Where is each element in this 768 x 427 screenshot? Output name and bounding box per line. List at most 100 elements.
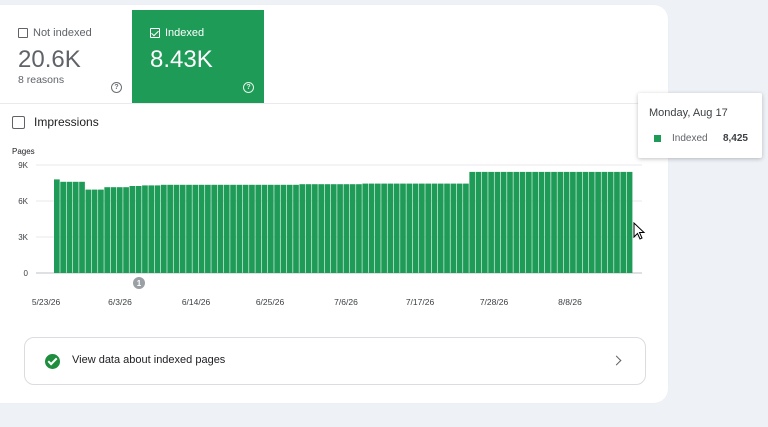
bar bbox=[450, 183, 457, 273]
indexed-pages-chart[interactable]: 0 3K 6K 9K 5/23/26 6/3/26 6/14/26 6/25/26 7/6/26… bbox=[0, 155, 668, 315]
bar bbox=[160, 184, 167, 273]
not-indexed-label: Not indexed bbox=[33, 27, 92, 39]
annotation-marker[interactable] bbox=[133, 277, 145, 289]
bar bbox=[362, 183, 369, 273]
bar bbox=[419, 183, 425, 273]
bar bbox=[318, 184, 325, 273]
bar bbox=[223, 184, 230, 273]
bar bbox=[563, 171, 570, 273]
annotation-label: 1 bbox=[137, 279, 142, 288]
bar bbox=[500, 171, 507, 273]
indexed-tile[interactable]: Indexed 8.43K ? bbox=[132, 10, 264, 103]
bar bbox=[217, 184, 224, 273]
bar bbox=[66, 181, 73, 273]
y-tick-label: 3K bbox=[18, 233, 28, 242]
bar bbox=[431, 183, 438, 273]
bar bbox=[211, 184, 218, 273]
bar bbox=[582, 171, 589, 273]
bar bbox=[236, 184, 243, 273]
bar bbox=[557, 171, 564, 273]
tooltip-series-name: Indexed bbox=[672, 133, 708, 144]
bar bbox=[456, 183, 463, 273]
bar bbox=[91, 189, 98, 273]
bar bbox=[280, 184, 287, 273]
bar bbox=[393, 183, 400, 273]
bar bbox=[110, 187, 117, 273]
x-tick-label: 7/17/26 bbox=[406, 297, 435, 307]
bar bbox=[576, 171, 583, 273]
bar bbox=[305, 184, 312, 273]
bar bbox=[337, 184, 343, 273]
bar bbox=[205, 184, 211, 273]
y-tick-label: 9K bbox=[18, 161, 28, 170]
bar bbox=[513, 171, 520, 273]
x-tick-label: 6/25/26 bbox=[256, 297, 285, 307]
divider bbox=[0, 103, 668, 104]
bar bbox=[123, 187, 129, 273]
view-indexed-data-button[interactable]: View data about indexed pages bbox=[24, 337, 646, 385]
checkbox-icon[interactable] bbox=[18, 28, 28, 38]
bar bbox=[532, 171, 538, 273]
bar bbox=[154, 185, 161, 273]
bar bbox=[349, 184, 356, 273]
bar bbox=[299, 184, 306, 273]
x-tick-label: 7/6/26 bbox=[334, 297, 358, 307]
bar bbox=[198, 184, 205, 273]
bar bbox=[255, 184, 262, 273]
bar bbox=[526, 171, 532, 273]
checkbox-checked-icon[interactable] bbox=[150, 28, 160, 38]
impressions-toggle[interactable]: Impressions bbox=[12, 115, 99, 129]
impressions-label: Impressions bbox=[34, 115, 99, 129]
bar bbox=[54, 179, 60, 273]
bar bbox=[343, 184, 350, 273]
bar bbox=[324, 184, 331, 273]
bar bbox=[425, 183, 432, 273]
bar bbox=[588, 171, 595, 273]
bar bbox=[374, 183, 381, 273]
bar bbox=[400, 183, 406, 273]
help-icon[interactable]: ? bbox=[243, 82, 254, 93]
bar bbox=[148, 185, 155, 273]
bar bbox=[249, 184, 255, 273]
bar bbox=[330, 184, 337, 273]
bar bbox=[261, 184, 268, 273]
chevron-right-icon bbox=[611, 355, 622, 366]
bar bbox=[368, 183, 375, 273]
bar bbox=[469, 171, 476, 273]
tooltip-value: 8,425 bbox=[722, 133, 748, 144]
bar bbox=[230, 184, 236, 273]
bar bbox=[481, 171, 488, 273]
bar bbox=[192, 184, 199, 273]
bar bbox=[242, 184, 249, 273]
bar bbox=[186, 184, 192, 273]
bar bbox=[551, 171, 557, 273]
not-indexed-tile[interactable]: Not indexed 20.6K 8 reasons ? bbox=[8, 10, 130, 103]
x-tick-label: 8/8/26 bbox=[558, 297, 582, 307]
y-tick-label: 6K bbox=[18, 197, 28, 206]
bar bbox=[387, 183, 394, 273]
bar bbox=[406, 183, 413, 273]
x-tick-label: 7/28/26 bbox=[480, 297, 509, 307]
x-tick-label: 5/23/26 bbox=[32, 297, 61, 307]
bar bbox=[356, 184, 362, 273]
bar bbox=[437, 183, 444, 273]
bar bbox=[475, 171, 482, 273]
checkbox-icon[interactable] bbox=[12, 115, 25, 129]
mouse-cursor-icon bbox=[633, 222, 646, 240]
bar bbox=[167, 184, 173, 273]
bar bbox=[60, 181, 66, 273]
bar bbox=[544, 171, 551, 273]
bar bbox=[614, 171, 620, 273]
bar bbox=[98, 189, 104, 273]
tooltip-date: Monday, Aug 17 bbox=[649, 107, 728, 119]
report-card: Not indexed 20.6K 8 reasons ? Indexed 8.… bbox=[0, 5, 668, 403]
bar bbox=[142, 185, 148, 273]
bar bbox=[519, 171, 526, 273]
bar bbox=[293, 184, 299, 273]
bar bbox=[507, 171, 513, 273]
chart-tooltip: Monday, Aug 17 Indexed 8,425 bbox=[638, 93, 762, 158]
indexed-count: 8.43K bbox=[150, 46, 213, 73]
bar bbox=[79, 181, 85, 273]
bar bbox=[129, 186, 136, 273]
help-icon[interactable]: ? bbox=[111, 82, 122, 93]
